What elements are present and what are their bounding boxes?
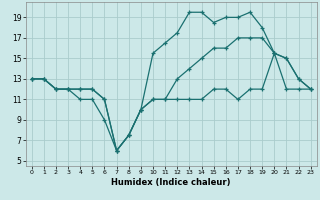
X-axis label: Humidex (Indice chaleur): Humidex (Indice chaleur) <box>111 178 231 187</box>
